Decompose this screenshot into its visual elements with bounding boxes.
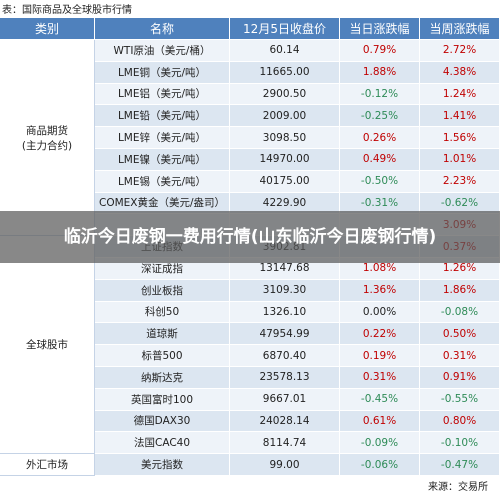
cell: 0.00% [340, 301, 420, 324]
cell: 0.91% [420, 367, 500, 389]
cell: 0.49% [340, 149, 420, 171]
cell: 99.00 [230, 454, 340, 476]
cell: 1.24% [420, 83, 500, 106]
cell: -0.50% [340, 170, 420, 193]
cell: 0.26% [340, 127, 420, 149]
cell: -0.10% [420, 432, 500, 455]
cell: 0.31% [420, 345, 500, 367]
cell: 1.01% [420, 149, 500, 171]
cell: 40175.00 [230, 170, 340, 193]
cell: 科创50 [95, 301, 230, 324]
cell: 英国富时100 [95, 388, 230, 411]
cell: 深证成指 [95, 258, 230, 280]
cell: 创业板指 [95, 279, 230, 302]
cell: -0.45% [340, 388, 420, 411]
header-cell: 名称 [95, 18, 230, 40]
cell: 11665.00 [230, 61, 340, 84]
cell: -0.08% [420, 301, 500, 324]
cell: -0.09% [340, 432, 420, 455]
cell: 13147.68 [230, 258, 340, 280]
cell: LME锡（美元/吨） [95, 170, 230, 193]
cell: 47954.99 [230, 323, 340, 346]
group-label: 外汇市场 [0, 454, 95, 476]
cell: 1.08% [340, 258, 420, 280]
cell: 14970.00 [230, 149, 340, 171]
cell: LME铜（美元/吨） [95, 61, 230, 84]
cell: 标普500 [95, 345, 230, 367]
cell: 6870.40 [230, 345, 340, 367]
cell: 美元指数 [95, 454, 230, 476]
cell: 4.38% [420, 61, 500, 84]
cell: 1.41% [420, 105, 500, 128]
cell: 0.19% [340, 345, 420, 367]
cell: LME镍（美元/吨） [95, 149, 230, 171]
cell: LME铝（美元/吨） [95, 83, 230, 106]
cell: 0.22% [340, 323, 420, 346]
cell: -0.06% [340, 454, 420, 476]
cell: -0.47% [420, 454, 500, 476]
group-label: 商品期货 (主力合约) [0, 40, 95, 237]
cell: LME铅（美元/吨） [95, 105, 230, 128]
cell: 道琼斯 [95, 323, 230, 346]
cell: 0.80% [420, 410, 500, 433]
cell: 纳斯达克 [95, 367, 230, 389]
header-cell: 当日涨跌幅 [340, 18, 420, 40]
group-label: 全球股市 [0, 236, 95, 455]
cell: 0.50% [420, 323, 500, 346]
cell: 24028.14 [230, 410, 340, 433]
cell: 2.23% [420, 170, 500, 193]
cell: 1.88% [340, 61, 420, 84]
cell: 0.61% [340, 410, 420, 433]
cell: 1.36% [340, 279, 420, 302]
cell: 8114.74 [230, 432, 340, 455]
cell: 0.31% [340, 367, 420, 389]
cell: 3098.50 [230, 127, 340, 149]
cell: 1.56% [420, 127, 500, 149]
cell: 2009.00 [230, 105, 340, 128]
cell: 1326.10 [230, 301, 340, 324]
cell: 1.86% [420, 279, 500, 302]
cell: WTI原油（美元/桶） [95, 40, 230, 62]
cell: 3109.30 [230, 279, 340, 302]
cell: -0.25% [340, 105, 420, 128]
overlay-banner: 临沂今日废钢一费用行情(山东临沂今日废钢行情) [0, 211, 500, 263]
header-cell: 类别 [0, 18, 95, 40]
caption: 表：国际商品及全球股市行情 [2, 5, 132, 16]
cell: 德国DAX30 [95, 410, 230, 433]
cell: 法国CAC40 [95, 432, 230, 455]
cell: 2900.50 [230, 83, 340, 106]
cell: LME锌（美元/吨） [95, 127, 230, 149]
cell: -0.12% [340, 83, 420, 106]
header-cell: 12月5日收盘价 [230, 18, 340, 40]
cell: -0.55% [420, 388, 500, 411]
cell: 0.79% [340, 40, 420, 62]
cell: 60.14 [230, 40, 340, 62]
cell: 9667.01 [230, 388, 340, 411]
cell: -0.31% [340, 192, 420, 215]
cell: 2.72% [420, 40, 500, 62]
header-cell: 当周涨跌幅 [420, 18, 500, 40]
source: 来源：交易所 [428, 482, 488, 493]
cell: 23578.13 [230, 367, 340, 389]
cell: COMEX黄金（美元/盎司） [95, 192, 230, 215]
